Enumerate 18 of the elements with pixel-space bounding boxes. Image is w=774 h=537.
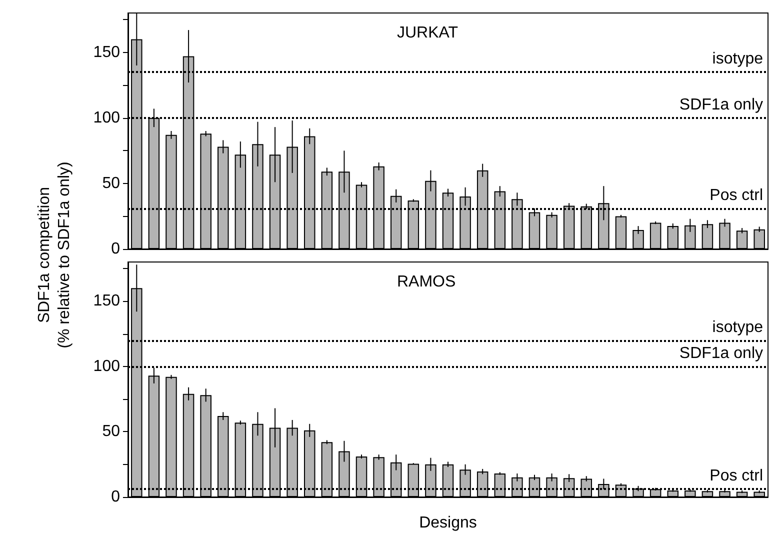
y-tick-label: 150 [93, 44, 120, 61]
ref-line-label: Pos ctrl [710, 468, 763, 485]
text: RAMOS [397, 274, 456, 290]
x-axis-title: Designs [419, 514, 477, 532]
ref-line-label: Pos ctrl [710, 186, 763, 204]
y-axis-title: SDF1a competition (% relative to SDF1a only) [35, 162, 74, 348]
y-tick-label: 100 [93, 358, 120, 375]
y-tick-label: 0 [111, 488, 120, 506]
y-tick-label: 150 [93, 292, 120, 310]
ref-line-label: SDF1a only [679, 96, 763, 114]
y-tick-label: 50 [102, 174, 120, 192]
y-tick-label: 100 [93, 109, 120, 126]
text: JURKAT [397, 24, 458, 42]
y-tick-label: 0 [111, 240, 120, 258]
ref-line-label: SDF1a only [679, 344, 763, 362]
ref-line-label: isotype [712, 318, 764, 336]
ref-line-label: isotype [712, 50, 764, 68]
y-tick-label: 50 [102, 423, 120, 440]
